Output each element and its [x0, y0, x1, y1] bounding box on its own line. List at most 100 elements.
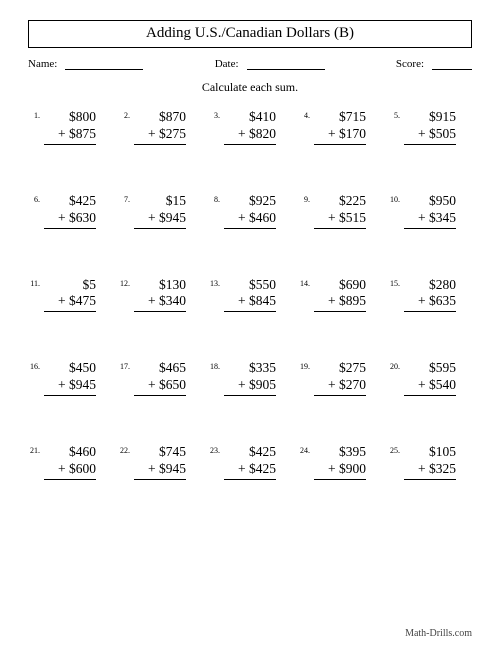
- problem: 7. $15+ $945: [118, 193, 202, 229]
- addend-top: $715: [314, 109, 366, 126]
- problem-stack: $870+ $275: [134, 109, 186, 145]
- meta-spacer: [151, 58, 206, 70]
- problem-index: 2.: [118, 109, 130, 120]
- addend-top: $395: [314, 444, 366, 461]
- problem-stack: $465+ $650: [134, 360, 186, 396]
- addend-top: $275: [314, 360, 366, 377]
- problem: 1. $800+ $875: [28, 109, 112, 145]
- problem-index: 1.: [28, 109, 40, 120]
- addend-top: $15: [134, 193, 186, 210]
- problem-stack: $595+ $540: [404, 360, 456, 396]
- problem-stack: $745+ $945: [134, 444, 186, 480]
- problem-index: 4.: [298, 109, 310, 120]
- addend-bottom: + $630: [44, 210, 96, 229]
- addend-top: $800: [44, 109, 96, 126]
- addend-top: $335: [224, 360, 276, 377]
- problem-stack: $425+ $630: [44, 193, 96, 229]
- problem: 6. $425+ $630: [28, 193, 112, 229]
- problem: 17.$465+ $650: [118, 360, 202, 396]
- problem-index: 12.: [118, 277, 130, 288]
- addend-top: $460: [44, 444, 96, 461]
- addend-top: $690: [314, 277, 366, 294]
- addend-bottom: + $540: [404, 377, 456, 396]
- addend-top: $550: [224, 277, 276, 294]
- addend-top: $5: [44, 277, 96, 294]
- problem: 5. $915+ $505: [388, 109, 472, 145]
- addend-top: $925: [224, 193, 276, 210]
- problem-stack: $5+ $475: [44, 277, 96, 313]
- problem: 15. $280+ $635: [388, 277, 472, 313]
- addend-bottom: + $875: [44, 126, 96, 145]
- problem-index: 11.: [28, 277, 40, 288]
- problem-stack: $425+ $425: [224, 444, 276, 480]
- addend-bottom: + $905: [224, 377, 276, 396]
- addend-bottom: + $945: [134, 210, 186, 229]
- problem: 9.$225+ $515: [298, 193, 382, 229]
- problem-stack: $275+ $270: [314, 360, 366, 396]
- problem: 19.$275+ $270: [298, 360, 382, 396]
- problem-index: 3.: [208, 109, 220, 120]
- score-blank[interactable]: [432, 58, 472, 70]
- score-label: Score:: [396, 58, 424, 70]
- addend-bottom: + $340: [134, 293, 186, 312]
- addend-top: $450: [44, 360, 96, 377]
- problem: 21. $460+ $600: [28, 444, 112, 480]
- footer-credit: Math-Drills.com: [405, 628, 472, 639]
- problem-index: 22.: [118, 444, 130, 455]
- worksheet-title: Adding U.S./Canadian Dollars (B): [28, 20, 472, 48]
- problem: 22. $745+ $945: [118, 444, 202, 480]
- addend-bottom: + $845: [224, 293, 276, 312]
- problem-index: 21.: [28, 444, 40, 455]
- addend-top: $425: [224, 444, 276, 461]
- name-blank[interactable]: [65, 58, 143, 70]
- meta-row: Name: Date: Score:: [28, 58, 472, 70]
- problem: 4. $715+ $170: [298, 109, 382, 145]
- problem-index: 7.: [118, 193, 130, 204]
- addend-top: $280: [404, 277, 456, 294]
- instruction-text: Calculate each sum.: [28, 80, 472, 95]
- addend-bottom: + $600: [44, 461, 96, 480]
- problem: 16.$450+ $945: [28, 360, 112, 396]
- addend-bottom: + $635: [404, 293, 456, 312]
- problem: 18. $335+ $905: [208, 360, 292, 396]
- problem-index: 23.: [208, 444, 220, 455]
- problem-index: 9.: [298, 193, 310, 204]
- problem-stack: $335+ $905: [224, 360, 276, 396]
- problem-index: 10.: [388, 193, 400, 204]
- problem-index: 15.: [388, 277, 400, 288]
- problem: 24.$395+ $900: [298, 444, 382, 480]
- problem: 12. $130+ $340: [118, 277, 202, 313]
- addend-bottom: + $900: [314, 461, 366, 480]
- problem-stack: $395+ $900: [314, 444, 366, 480]
- addend-bottom: + $275: [134, 126, 186, 145]
- problem: 3. $410+ $820: [208, 109, 292, 145]
- problem: 11. $5+ $475: [28, 277, 112, 313]
- addend-bottom: + $345: [404, 210, 456, 229]
- addend-bottom: + $650: [134, 377, 186, 396]
- problem-index: 20.: [388, 360, 400, 371]
- addend-bottom: + $945: [134, 461, 186, 480]
- addend-top: $745: [134, 444, 186, 461]
- meta-spacer: [333, 58, 388, 70]
- date-blank[interactable]: [247, 58, 325, 70]
- problem-index: 5.: [388, 109, 400, 120]
- addend-top: $595: [404, 360, 456, 377]
- problem-index: 18.: [208, 360, 220, 371]
- date-label: Date:: [215, 58, 239, 70]
- problem-index: 14.: [298, 277, 310, 288]
- problem-stack: $925+ $460: [224, 193, 276, 229]
- addend-bottom: + $505: [404, 126, 456, 145]
- addend-bottom: + $170: [314, 126, 366, 145]
- problem: 20. $595+ $540: [388, 360, 472, 396]
- addend-top: $915: [404, 109, 456, 126]
- addend-top: $105: [404, 444, 456, 461]
- addend-top: $425: [44, 193, 96, 210]
- name-label: Name:: [28, 58, 57, 70]
- addend-bottom: + $270: [314, 377, 366, 396]
- problem-stack: $550+ $845: [224, 277, 276, 313]
- addend-bottom: + $895: [314, 293, 366, 312]
- problems-grid: 1. $800+ $875 2. $870+ $275 3. $410+ $820 4. $7…: [28, 109, 472, 480]
- problem-stack: $130+ $340: [134, 277, 186, 313]
- problem-index: 6.: [28, 193, 40, 204]
- problem-stack: $410+ $820: [224, 109, 276, 145]
